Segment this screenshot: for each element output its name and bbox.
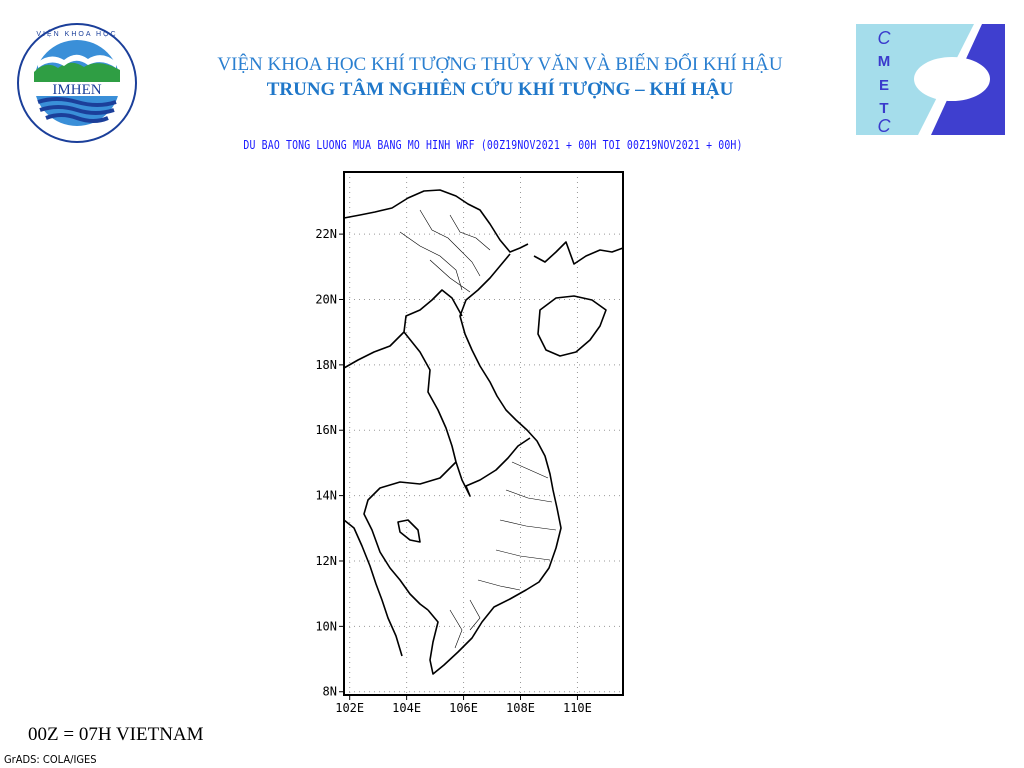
laos-cambodia-border [343, 289, 531, 611]
lat-tick-label: 22N [315, 227, 337, 241]
lat-tick-label: 14N [315, 489, 337, 503]
map-frame [343, 171, 624, 696]
svg-text:IMHEN: IMHEN [52, 82, 101, 98]
lon-tick-label: 110E [563, 701, 592, 715]
svg-text:C: C [878, 116, 892, 135]
svg-text:E: E [879, 77, 889, 94]
vietnam-coast [427, 253, 562, 675]
imhen-logo: IMHEN VIỆN KHOA HỌC [16, 22, 138, 144]
svg-text:VIỆN KHOA HỌC: VIỆN KHOA HỌC [36, 29, 117, 38]
lat-tick-label: 10N [315, 619, 337, 633]
land-outlines [343, 189, 624, 675]
lon-tick-label: 108E [506, 701, 535, 715]
china-border [343, 189, 624, 265]
lon-tick-label: 104E [392, 701, 421, 715]
map-grid [344, 172, 623, 695]
lon-tick-label: 106E [449, 701, 478, 715]
lat-tick-label: 8N [323, 685, 337, 699]
tonle-sap [397, 519, 421, 543]
hainan-island [537, 295, 607, 357]
lat-tick-label: 12N [315, 554, 337, 568]
timezone-note: 00Z = 07H VIETNAM [28, 724, 204, 745]
lat-tick-label: 16N [315, 423, 337, 437]
lat-tick-label: 20N [315, 292, 337, 306]
cmetc-logo: M E T C C [856, 24, 1005, 136]
lat-tick-label: 18N [315, 358, 337, 372]
svg-text:M: M [878, 53, 891, 70]
svg-text:T: T [879, 100, 888, 117]
grads-credit: GrADS: COLA/IGES [4, 753, 97, 766]
province-lines [399, 209, 557, 649]
lon-tick-label: 102E [335, 701, 364, 715]
thailand-coast [343, 519, 403, 657]
institute-title: VIỆN KHOA HỌC KHÍ TƯỢNG THỦY VĂN VÀ BIẾN… [217, 54, 783, 75]
axis-ticks: 102E 104E 106E 108E 110E 8N 10N 12N 14N 16N 18N 20N… [315, 227, 592, 715]
center-title: TRUNG TÂM NGHIÊN CỨU KHÍ TƯỢNG – KHÍ HẬU [266, 79, 734, 100]
svg-text:C: C [878, 28, 892, 48]
map-title: DU BAO TONG LUONG MUA BANG MO HINH WRF (… [243, 138, 743, 152]
